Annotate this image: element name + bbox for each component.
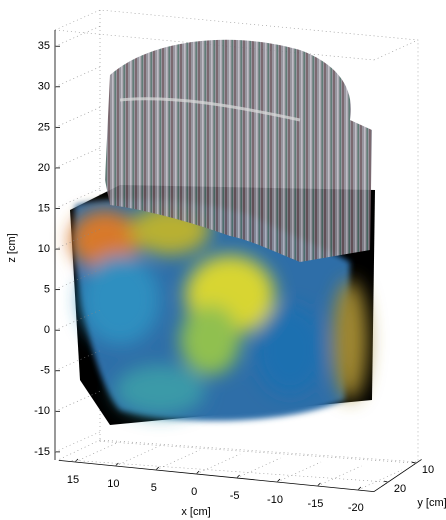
z-tick-label: 0 (44, 324, 50, 336)
grid-line (237, 458, 281, 478)
z-tick-label: 25 (38, 121, 50, 133)
grid-line (75, 442, 119, 462)
x-axis (59, 460, 374, 491)
grid-line (55, 432, 100, 452)
y-tick-label: 20 (394, 483, 406, 495)
x-tick-label: 5 (151, 482, 157, 494)
z-tick-label: 20 (38, 162, 50, 174)
grid-line (277, 462, 321, 482)
box-edge (100, 440, 418, 462)
grid-line (55, 26, 100, 46)
grid-line (55, 67, 100, 87)
grid-line (98, 441, 416, 463)
grid-line (55, 148, 100, 168)
x-tick-label: 0 (191, 486, 197, 498)
x-tick-label: 10 (107, 478, 119, 490)
z-tick-label: 15 (38, 202, 50, 214)
grid-line (55, 107, 100, 127)
z-tick-label: 35 (38, 40, 50, 52)
x-tick-label: -10 (267, 494, 283, 506)
chart: x [cm] y [cm] z [cm] -15 -10 -5 0 5 10 15 20 25 3… (0, 0, 446, 520)
z-axis-label: z [cm] (6, 233, 18, 262)
z-tick-label: -10 (34, 405, 50, 417)
x-axis-label: x [cm] (181, 506, 210, 518)
z-tick-label: -5 (40, 365, 50, 377)
x-tick-label: -15 (307, 498, 323, 510)
box-edge (58, 440, 100, 460)
x-tick-label: -20 (348, 502, 364, 514)
z-tick-label: 10 (38, 243, 50, 255)
grid-line (196, 454, 240, 474)
x-tick-label: 15 (67, 474, 79, 486)
volume-render (70, 40, 375, 425)
z-tick-label: 5 (44, 284, 50, 296)
grid-line (317, 466, 361, 486)
x-tick-label: -5 (230, 490, 240, 502)
y-tick-label: 10 (422, 464, 434, 476)
grid-line (156, 450, 200, 470)
grid-line (115, 446, 159, 466)
z-tick-label: -15 (34, 446, 50, 458)
box-edge (374, 40, 418, 60)
y-axis-label: y [cm] (417, 497, 446, 509)
z-tick-label: 30 (38, 81, 50, 93)
